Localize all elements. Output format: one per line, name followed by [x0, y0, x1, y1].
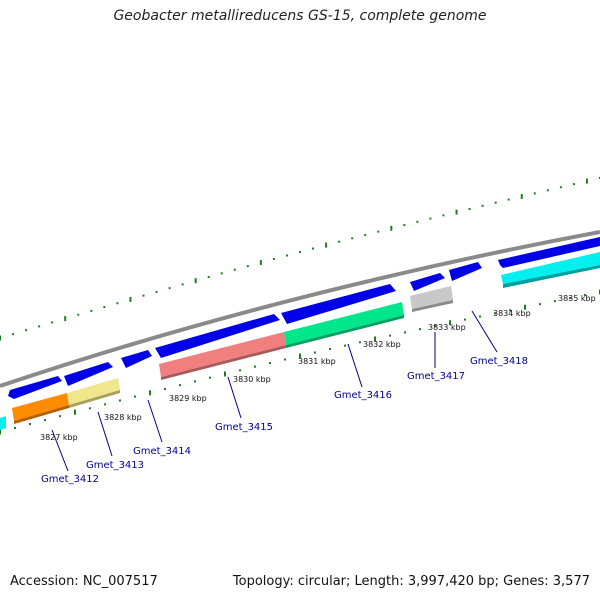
kbp-label: 3834 kbp: [493, 309, 531, 318]
cds-arrow[interactable]: [281, 284, 396, 324]
gene-label[interactable]: Gmet_3416: [334, 390, 392, 401]
outer-tick-track: [0, 177, 600, 341]
gene-label[interactable]: Gmet_3413: [86, 460, 144, 471]
leader-line: [97, 411, 113, 457]
kbp-scale-labels: 3827 kbp 3828 kbp 3829 kbp 3830 kbp 3831 kbp…: [40, 294, 596, 442]
feature-gmet-3415[interactable]: [159, 332, 286, 377]
cds-arrow[interactable]: [64, 362, 113, 386]
map-title: Geobacter metallireducens GS-15, complet…: [113, 8, 487, 24]
feature-gmet-3412[interactable]: [12, 393, 69, 421]
gene-label[interactable]: Gmet_3417: [407, 371, 465, 382]
kbp-label: 3831 kbp: [298, 357, 336, 366]
forward-strand-features: [8, 237, 600, 399]
leader-line: [51, 429, 69, 472]
genome-backbone: [0, 230, 600, 388]
cds-arrow[interactable]: [121, 350, 152, 368]
cds-arrow[interactable]: [410, 273, 445, 291]
gene-label[interactable]: Gmet_3414: [133, 446, 191, 457]
feature-gmet-3417-shadow: [412, 300, 453, 312]
cds-arrow[interactable]: [449, 262, 482, 281]
leader-line: [471, 310, 498, 353]
cds-arrow[interactable]: [498, 237, 600, 268]
feature-gmet-3412-shadow: [14, 405, 69, 424]
feature-gmet-3416-shadow: [286, 315, 404, 348]
accession-text: Accession: NC_007517: [10, 574, 158, 589]
cds-arrow[interactable]: [155, 314, 280, 358]
kbp-label: 3827 kbp: [40, 433, 78, 442]
kbp-label: 3835 kbp: [558, 294, 596, 303]
cds-arrow[interactable]: [8, 376, 62, 399]
kbp-label: 3829 kbp: [169, 394, 207, 403]
kbp-label: 3828 kbp: [104, 413, 142, 422]
inner-tick-track: [0, 289, 600, 435]
kbp-label: 3833 kbp: [428, 323, 466, 332]
feature-gmet-3413-shadow: [69, 390, 120, 408]
feature-gmet-3417[interactable]: [410, 286, 453, 309]
gene-label[interactable]: Gmet_3412: [41, 474, 99, 485]
gene-labels: Gmet_3412 Gmet_3413 Gmet_3414 Gmet_3415 Gmet…: [41, 356, 528, 485]
gene-label[interactable]: Gmet_3415: [215, 422, 273, 433]
kbp-label: 3830 kbp: [233, 375, 271, 384]
feature-unlabeled-cyan[interactable]: [501, 252, 600, 284]
feature-unlabeled-cyan-shadow: [503, 265, 600, 288]
feature-unlabeled-cyan-left[interactable]: [0, 416, 6, 430]
feature-gmet-3416[interactable]: [284, 302, 404, 345]
leader-line: [147, 399, 163, 443]
feature-gmet-3413[interactable]: [67, 378, 120, 405]
gene-label-leaders: [51, 310, 498, 472]
gene-label[interactable]: Gmet_3418: [470, 356, 528, 367]
topology-summary: Topology: circular; Length: 3,997,420 bp…: [232, 574, 590, 589]
leader-line: [227, 376, 242, 419]
kbp-label: 3832 kbp: [363, 340, 401, 349]
reverse-strand-features: [0, 252, 600, 430]
feature-gmet-3415-shadow: [161, 345, 286, 380]
leader-line: [347, 343, 363, 388]
